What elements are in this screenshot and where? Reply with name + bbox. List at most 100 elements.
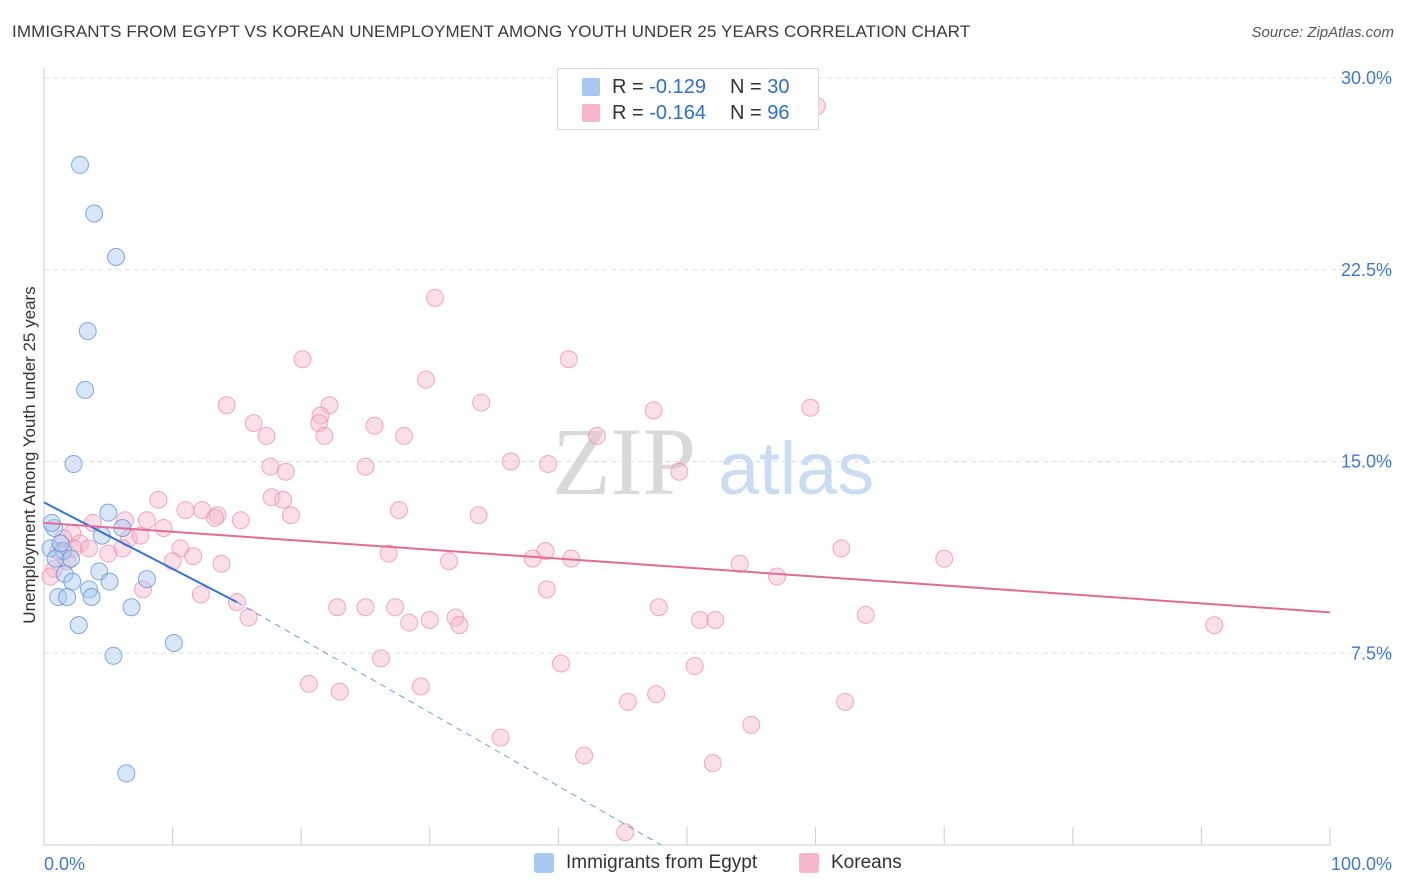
point-koreans-1 xyxy=(425,288,444,307)
point-koreans-34 xyxy=(137,511,156,530)
point-koreans-19 xyxy=(261,457,280,476)
point-koreans-70 xyxy=(356,598,375,617)
r-label: R = xyxy=(612,101,644,124)
point-koreans-35 xyxy=(206,508,225,527)
point-egypt-4 xyxy=(76,380,95,399)
point-egypt-28 xyxy=(51,534,70,553)
legend-label-egypt: Immigrants from Egypt xyxy=(566,852,758,873)
point-koreans-13 xyxy=(365,416,384,435)
point-egypt-0 xyxy=(71,155,90,174)
point-egypt-23 xyxy=(122,598,141,617)
point-koreans-27 xyxy=(176,501,195,520)
point-koreans-4 xyxy=(416,370,435,389)
point-koreans-30 xyxy=(281,506,300,525)
point-koreans-5 xyxy=(472,393,491,412)
point-egypt-2 xyxy=(107,247,126,266)
point-koreans-83 xyxy=(551,654,570,673)
point-koreans-24 xyxy=(262,488,281,507)
point-koreans-90 xyxy=(836,692,855,711)
point-koreans-42 xyxy=(131,526,150,545)
point-koreans-56 xyxy=(730,554,749,573)
point-egypt-21 xyxy=(58,588,77,607)
point-koreans-3 xyxy=(559,350,578,369)
point-koreans-91 xyxy=(742,715,761,734)
legend-item-egypt[interactable]: Immigrants from Egypt xyxy=(534,852,757,874)
point-koreans-50 xyxy=(99,544,118,563)
point-koreans-15 xyxy=(315,426,334,445)
stats-row-koreans: R = -0.164 N = 96 xyxy=(582,101,789,125)
trend-line-koreans xyxy=(43,521,1331,614)
x-tick-label-0: 0.0% xyxy=(44,854,85,874)
n-value-koreans: 96 xyxy=(767,101,790,124)
point-koreans-80 xyxy=(706,611,725,630)
point-koreans-69 xyxy=(328,598,347,617)
watermark-atlas: atlas xyxy=(718,427,874,510)
point-egypt-27 xyxy=(117,764,136,783)
point-egypt-5 xyxy=(64,455,83,474)
stats-swatch-koreans xyxy=(582,104,600,122)
legend-item-koreans[interactable]: Koreans xyxy=(799,852,902,874)
point-koreans-59 xyxy=(163,552,182,571)
point-koreans-92 xyxy=(491,728,510,747)
point-koreans-78 xyxy=(450,616,469,635)
point-koreans-87 xyxy=(411,677,430,696)
y-axis-label: Unemployment Among Youth under 25 years xyxy=(20,286,39,624)
point-koreans-16 xyxy=(395,426,414,445)
point-koreans-38 xyxy=(154,518,173,537)
point-koreans-55 xyxy=(440,552,459,571)
chart-legend: Immigrants from Egypt Koreans xyxy=(0,850,1406,880)
legend-swatch-koreans xyxy=(799,853,819,873)
point-egypt-16 xyxy=(63,572,82,591)
point-koreans-32 xyxy=(469,506,488,525)
point-koreans-8 xyxy=(644,401,663,420)
r-label: R = xyxy=(612,75,644,98)
point-koreans-36 xyxy=(231,511,250,530)
point-koreans-86 xyxy=(330,682,349,701)
grid-lines xyxy=(44,77,1392,654)
stats-swatch-egypt xyxy=(582,78,600,96)
point-koreans-79 xyxy=(690,611,709,630)
y-tick-label-2: 22.5% xyxy=(1341,260,1392,280)
point-koreans-21 xyxy=(539,455,558,474)
point-koreans-11 xyxy=(244,414,263,433)
point-koreans-17 xyxy=(587,426,606,445)
point-koreans-23 xyxy=(276,462,295,481)
point-egypt-6 xyxy=(99,503,118,522)
point-koreans-31 xyxy=(389,501,408,520)
y-tick-label-1: 15.0% xyxy=(1341,452,1392,472)
y-tick-label-0: 7.5% xyxy=(1351,643,1392,663)
point-koreans-60 xyxy=(212,554,231,573)
r-value-koreans: -0.164 xyxy=(649,101,706,124)
point-koreans-82 xyxy=(371,649,390,668)
tick-labels: 7.5% 15.0% 22.5% 30.0% 0.0% 100.0% xyxy=(44,68,1392,874)
point-koreans-48 xyxy=(80,539,99,558)
point-koreans-6 xyxy=(217,396,236,415)
x-tick-label-1: 100.0% xyxy=(1331,854,1392,874)
trend-line-egypt xyxy=(43,501,238,604)
trend-line-egypt-extension xyxy=(236,601,662,846)
n-label: N = xyxy=(729,75,762,98)
legend-swatch-egypt xyxy=(534,853,554,873)
point-koreans-81 xyxy=(1205,616,1224,635)
point-koreans-65 xyxy=(134,580,153,599)
point-koreans-57 xyxy=(935,549,954,568)
stats-row-egypt: R = -0.129 N = 30 xyxy=(582,75,789,99)
point-koreans-73 xyxy=(856,605,875,624)
point-egypt-3 xyxy=(78,322,97,341)
point-koreans-46 xyxy=(184,547,203,566)
watermark-zip: ZIP xyxy=(552,408,696,515)
point-egypt-12 xyxy=(46,549,65,568)
point-egypt-18 xyxy=(137,570,156,589)
correlation-stats-box: R = -0.129 N = 30 R = -0.164 N = 96 xyxy=(557,68,819,130)
point-egypt-25 xyxy=(104,646,123,665)
point-egypt-1 xyxy=(85,204,104,223)
point-koreans-18 xyxy=(501,452,520,471)
point-koreans-67 xyxy=(191,585,210,604)
point-koreans-66 xyxy=(537,580,556,599)
point-koreans-95 xyxy=(616,823,635,842)
point-koreans-72 xyxy=(649,598,668,617)
point-koreans-26 xyxy=(149,490,168,509)
point-koreans-20 xyxy=(356,457,375,476)
point-egypt-14 xyxy=(55,564,74,583)
point-koreans-64 xyxy=(41,567,60,586)
